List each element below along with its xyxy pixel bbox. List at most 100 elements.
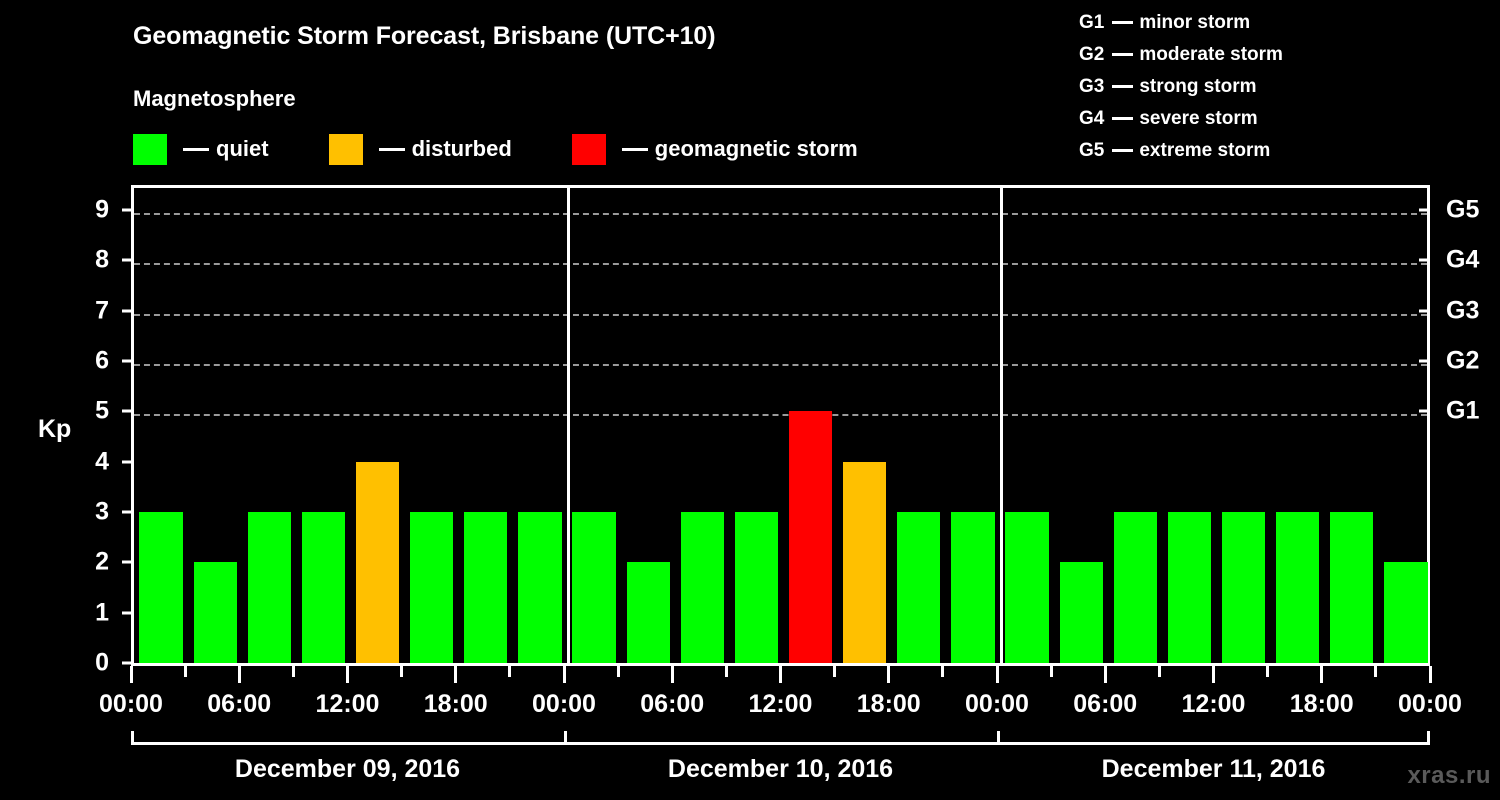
y-tick-2 xyxy=(122,560,133,564)
date-bracket-line xyxy=(131,742,1430,745)
plot-area xyxy=(131,185,1430,663)
gscale-description: severe storm xyxy=(1139,107,1258,129)
x-tick xyxy=(887,666,891,683)
legend-dash-icon xyxy=(621,147,648,151)
kp-bar xyxy=(301,512,346,663)
kp-bar xyxy=(247,512,291,663)
day-separator-1 xyxy=(567,188,570,663)
x-tick-label: 18:00 xyxy=(1289,690,1354,718)
orange-swatch-icon xyxy=(328,133,363,165)
x-tick-label: 18:00 xyxy=(423,690,488,718)
x-tick xyxy=(1212,666,1215,683)
g-axis-tick-g2 xyxy=(1419,359,1430,363)
x-tick-label: 00:00 xyxy=(532,690,596,718)
x-tick xyxy=(1320,666,1324,683)
x-tick xyxy=(1103,666,1107,683)
g-axis-tick-g4 xyxy=(1419,258,1430,262)
g-axis-label-g4: G4 xyxy=(1446,245,1480,274)
gscale-dash-icon xyxy=(1112,85,1134,88)
gscale-dash-icon xyxy=(1112,21,1134,24)
kp-bar xyxy=(139,512,183,663)
g-axis-label-g3: G3 xyxy=(1446,296,1480,325)
y-tick-0 xyxy=(122,661,133,665)
x-tick-label: 12:00 xyxy=(315,690,380,718)
legend-label-geomagnetic-storm: geomagnetic storm xyxy=(654,136,858,161)
date-caption: December 09, 2016 xyxy=(234,755,461,783)
kp-bar xyxy=(843,461,887,663)
y-axis-title: Kp xyxy=(38,415,72,443)
kp-bar xyxy=(1384,562,1428,663)
y-tick-label-9: 9 xyxy=(95,195,109,224)
day-separator-2 xyxy=(1000,188,1003,663)
gscale-legend: G1 minor storm G2 moderate storm G3 strong st… xyxy=(1079,12,1283,172)
x-tick xyxy=(1049,666,1053,677)
x-tick-label: 00:00 xyxy=(965,690,1029,718)
page-title: Geomagnetic Storm Forecast, Brisbane (UT… xyxy=(133,22,716,50)
legend-label-disturbed: disturbed xyxy=(411,136,512,161)
x-tick xyxy=(941,666,945,677)
kp-bar xyxy=(626,562,670,663)
kp-bar xyxy=(518,512,562,663)
gridline-kp-9 xyxy=(134,213,1427,216)
legend-dash-icon xyxy=(378,147,405,151)
gscale-code: G1 xyxy=(1079,11,1105,33)
g-axis-tick-g1 xyxy=(1419,409,1430,413)
g-axis-label-g1: G1 xyxy=(1446,396,1480,425)
kp-bar xyxy=(572,512,616,663)
y-tick-3 xyxy=(122,510,133,514)
kp-bar xyxy=(1276,512,1320,663)
y-tick-5 xyxy=(122,409,133,413)
kp-bar xyxy=(1330,512,1374,663)
kp-bar xyxy=(410,512,454,663)
date-bracket-tick xyxy=(1427,731,1430,745)
y-tick-1 xyxy=(122,611,133,615)
x-tick-label: 00:00 xyxy=(1398,690,1462,718)
x-tick xyxy=(1374,666,1378,677)
gscale-row-g2: G2 moderate storm xyxy=(1079,44,1283,65)
y-tick-label-1: 1 xyxy=(95,598,109,627)
watermark: xras.ru xyxy=(1407,762,1491,789)
y-tick-label-4: 4 xyxy=(95,447,109,476)
x-axis-line xyxy=(131,663,1430,666)
gscale-code: G2 xyxy=(1079,43,1105,65)
x-tick-label: 18:00 xyxy=(856,690,921,718)
gridline-kp-5 xyxy=(134,414,1427,417)
x-tick-label: 06:00 xyxy=(640,690,705,718)
g-axis-label-g2: G2 xyxy=(1446,346,1480,375)
legend-dash-icon xyxy=(183,147,209,151)
date-caption: December 11, 2016 xyxy=(1101,755,1326,783)
y-tick-label-7: 7 xyxy=(95,296,109,325)
gscale-row-g1: G1 minor storm xyxy=(1079,12,1283,33)
gscale-row-g4: G4 severe storm xyxy=(1079,108,1283,129)
gscale-description: strong storm xyxy=(1139,75,1257,97)
date-bracket-tick xyxy=(131,731,134,745)
gscale-code: G5 xyxy=(1079,139,1105,161)
gscale-description: moderate storm xyxy=(1139,43,1283,65)
legend-entry-quiet: quiet xyxy=(133,133,269,165)
x-tick xyxy=(724,666,728,677)
magnetosphere-heading: Magnetosphere xyxy=(133,86,296,111)
date-bracket-tick xyxy=(564,731,567,745)
kp-bar xyxy=(734,512,779,663)
legend-entry-disturbed: disturbed xyxy=(328,133,512,165)
x-tick xyxy=(1157,666,1161,677)
x-tick xyxy=(454,666,458,683)
bar-series xyxy=(134,188,1428,663)
g-axis-tick-g3 xyxy=(1419,309,1430,313)
x-tick-label: 06:00 xyxy=(1073,690,1138,718)
y-tick-9 xyxy=(122,208,133,212)
gscale-row-g3: G3 strong storm xyxy=(1079,76,1283,97)
g-axis-label-g5: G5 xyxy=(1446,195,1480,224)
x-tick xyxy=(1428,666,1432,683)
x-tick xyxy=(346,666,349,683)
kp-bar xyxy=(355,461,400,663)
y-tick-label-3: 3 xyxy=(95,497,109,526)
plot-inner xyxy=(134,188,1428,663)
x-tick xyxy=(616,666,620,677)
gscale-description: minor storm xyxy=(1139,11,1251,33)
date-bracket xyxy=(131,731,1430,756)
x-tick-label: 06:00 xyxy=(207,690,272,718)
y-tick-label-8: 8 xyxy=(95,245,109,274)
y-tick-label-5: 5 xyxy=(95,396,109,425)
gscale-dash-icon xyxy=(1112,149,1134,152)
